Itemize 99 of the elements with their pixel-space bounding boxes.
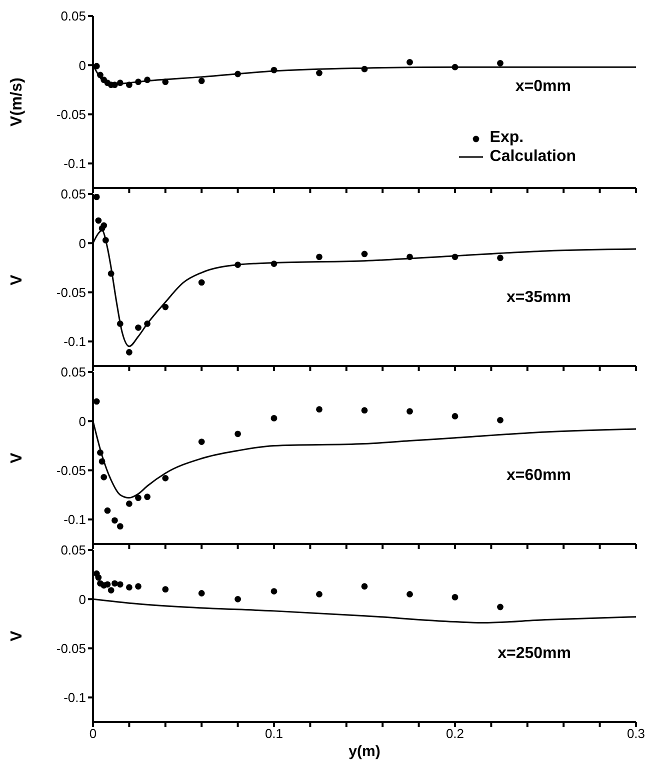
y-axis-title: V(m/s)	[8, 78, 26, 126]
y-axis-title: V	[8, 274, 26, 286]
y-tick-label: 0	[78, 414, 86, 429]
point	[144, 320, 150, 327]
point	[162, 586, 169, 593]
point	[144, 76, 150, 84]
point	[406, 254, 413, 260]
point	[316, 406, 322, 413]
y-tick-label: -0.1	[64, 690, 86, 706]
point	[116, 320, 124, 327]
point	[452, 594, 458, 600]
point	[97, 72, 104, 78]
y-tick-label: -0.1	[64, 512, 86, 528]
point	[406, 591, 413, 598]
y-tick-label: 0.05	[60, 364, 86, 380]
point	[406, 58, 413, 66]
point	[116, 80, 124, 86]
point	[112, 580, 118, 587]
point	[100, 474, 108, 480]
x-tick-label: 0.3	[626, 726, 646, 742]
point	[144, 494, 150, 500]
y-tick-label: -0.1	[64, 334, 86, 350]
point	[270, 66, 278, 74]
annotation: x=0mm	[515, 78, 571, 96]
point	[126, 500, 132, 507]
point	[162, 304, 169, 310]
x-tick-label: 0.2	[446, 726, 464, 742]
annotation: x=60mm	[506, 467, 571, 485]
point	[116, 523, 124, 530]
annotation: x=250mm	[498, 645, 571, 663]
point	[234, 70, 241, 78]
y-axis-title: V	[8, 630, 26, 642]
legend-label: Calculation	[490, 147, 576, 166]
point	[108, 587, 114, 594]
y-tick-label: 0	[78, 236, 86, 251]
point	[126, 584, 132, 591]
legend-label: Exp.	[490, 128, 524, 147]
y-tick-label: -0.1	[64, 156, 86, 172]
point	[452, 413, 458, 420]
point	[93, 194, 100, 200]
y-tick-label: 0	[78, 592, 86, 607]
point	[361, 583, 368, 590]
point	[93, 398, 100, 405]
point	[361, 66, 368, 72]
point	[93, 62, 100, 70]
point	[198, 590, 205, 596]
point	[102, 236, 109, 244]
point	[234, 430, 241, 438]
point	[452, 254, 458, 260]
point	[135, 583, 142, 590]
point	[116, 581, 124, 588]
y-tick-label: 0.05	[60, 186, 86, 202]
y-tick-label: -0.05	[56, 640, 86, 656]
y-axis-title: V	[8, 452, 26, 464]
y-tick-label: 0.05	[60, 542, 86, 558]
point	[135, 494, 142, 502]
x-axis-title: y(m)	[348, 743, 380, 760]
x-tick-label: 0	[89, 726, 97, 742]
y-tick-label: 0	[78, 58, 86, 73]
point	[126, 349, 132, 356]
point	[270, 588, 278, 594]
point	[497, 60, 504, 66]
y-tick-label: 0.05	[60, 8, 86, 24]
point	[406, 408, 413, 415]
point	[497, 254, 504, 262]
point	[497, 604, 504, 610]
point	[100, 222, 108, 229]
point	[95, 217, 102, 224]
point	[270, 260, 278, 267]
point	[316, 70, 322, 76]
point	[135, 324, 142, 331]
point	[104, 507, 111, 514]
point	[126, 82, 132, 88]
point	[98, 458, 106, 465]
point	[108, 270, 114, 277]
point	[234, 596, 241, 602]
annotation: x=35mm	[506, 289, 571, 307]
x-tick-label: 0.1	[264, 726, 284, 742]
point	[95, 574, 102, 581]
point	[198, 279, 205, 286]
point	[316, 254, 322, 260]
point	[162, 78, 169, 86]
point	[497, 416, 504, 424]
y-tick-label: -0.05	[56, 462, 86, 478]
point	[97, 449, 104, 456]
point	[361, 407, 368, 414]
y-tick-label: -0.05	[56, 106, 86, 122]
point	[234, 262, 241, 268]
point	[104, 581, 111, 588]
point	[316, 591, 322, 598]
point	[135, 78, 142, 86]
point	[361, 250, 368, 258]
point	[270, 414, 278, 422]
point	[198, 78, 205, 84]
point	[162, 474, 169, 482]
point	[452, 64, 458, 70]
y-tick-label: -0.05	[56, 284, 86, 300]
point	[112, 517, 118, 524]
point	[198, 438, 205, 445]
